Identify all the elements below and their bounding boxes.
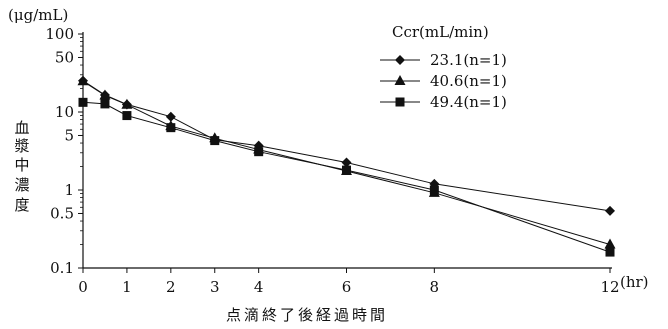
x-tick-label: 4 [254,278,264,296]
legend-label: 40.6(n=1) [430,72,507,90]
series-layer [77,75,616,257]
x-tick-label: 12 [600,278,619,296]
diamond-marker [605,205,615,216]
x-tick-label: 6 [342,278,352,296]
ylabel-char: 血 [14,119,29,137]
ylabel-vertical: 血 漿 中 濃 度 [14,119,29,214]
square-marker [395,97,405,107]
diamond-marker [341,157,352,168]
triangle-marker [99,89,111,100]
square-marker [254,147,264,157]
ylabel-char: 中 [14,156,29,174]
series-diamond [78,75,615,216]
y-tick-label: 50 [55,48,74,66]
x-axis-title: 点滴終了後経過時間 [226,306,388,324]
x-tick-label: 2 [166,278,176,296]
square-marker [429,185,439,195]
triangle-marker [394,75,406,85]
ylabel-char: 漿 [14,137,29,155]
triangle-marker [604,238,616,249]
legend-entry: 23.1(n=1) [380,51,507,69]
legend: Ccr(mL/min) 23.1(n=1) 40.6(n=1) 49.4(n=1) [380,23,507,111]
y-tick-label: 0.1 [50,259,74,277]
square-marker [100,99,110,109]
series-square [78,97,615,257]
x-tick-label: 1 [122,278,132,296]
x-tick-label: 3 [210,278,220,296]
triangle-marker [77,75,89,86]
series-line [82,80,611,212]
square-marker [122,111,132,121]
legend-title: Ccr(mL/min) [392,23,489,41]
ylabel-char: 度 [14,196,29,214]
y-tick-label: 100 [45,25,74,43]
legend-entry: 49.4(n=1) [380,93,507,111]
series-line [82,101,611,253]
legend-entry: 40.6(n=1) [380,72,507,90]
legend-label: 23.1(n=1) [430,51,507,69]
triangle-marker [121,98,133,109]
diamond-marker [395,55,405,65]
x-tick-label: 8 [430,278,440,296]
legend-label: 49.4(n=1) [430,93,507,111]
square-marker [78,97,88,107]
y-tick-label: 10 [55,103,74,121]
y-tick-label: 0.5 [50,204,74,222]
ylabel-char: 濃 [14,176,29,194]
square-marker [342,165,351,175]
square-marker [210,136,220,146]
diamond-marker [165,111,176,122]
square-marker [605,247,615,257]
x-tick-label: 0 [78,278,88,296]
x-unit-label: (hr) [620,273,649,291]
y-tick-label: 1 [64,181,74,199]
square-marker [166,123,176,133]
y-unit-label: (μg/mL) [8,6,68,24]
y-tick-label: 5 [64,126,74,144]
